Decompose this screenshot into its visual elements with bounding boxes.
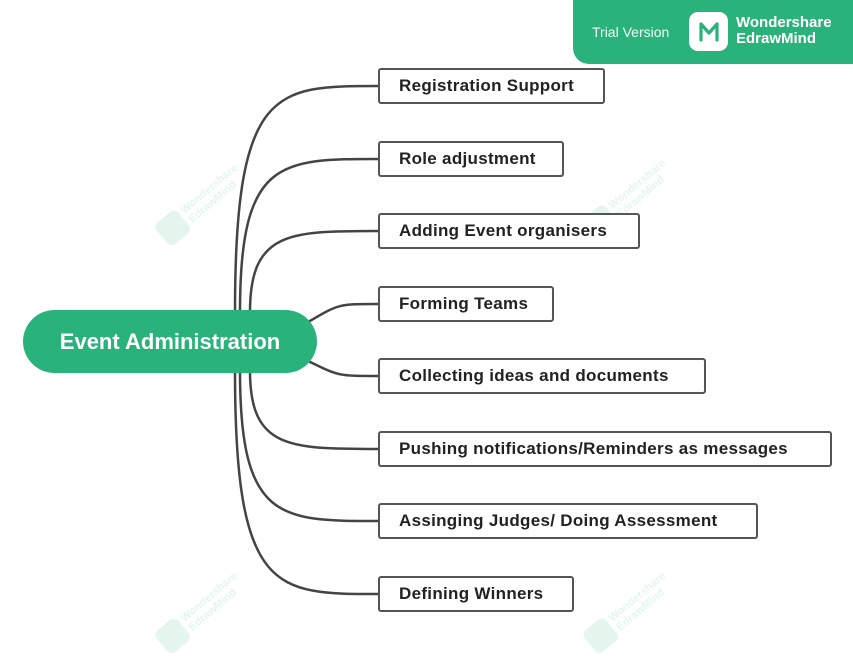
topic-pushing-notifications[interactable]: Pushing notifications/Reminders as messa…: [378, 431, 832, 467]
connector-line: [248, 370, 379, 451]
connector-line: [248, 229, 379, 313]
connector-line: [238, 157, 379, 313]
root-topic[interactable]: Event Administration: [23, 310, 317, 373]
topic-defining-winners[interactable]: Defining Winners: [378, 576, 574, 612]
topic-assigning-judges[interactable]: Assinging Judges/ Doing Assessment: [378, 503, 758, 539]
trial-version-label: Trial Version: [592, 24, 670, 40]
brand-name: Wondershare EdrawMind: [736, 15, 832, 47]
connector-line: [238, 370, 379, 523]
topic-role-adjustment[interactable]: Role adjustment: [378, 141, 564, 177]
topic-collecting-ideas[interactable]: Collecting ideas and documents: [378, 358, 706, 394]
connector-line: [233, 370, 379, 596]
connector-line: [308, 360, 379, 378]
topic-adding-event-organisers[interactable]: Adding Event organisers: [378, 213, 640, 249]
mindmap-connectors: [233, 84, 379, 596]
connector-line: [233, 84, 379, 313]
connector-line: [308, 302, 379, 323]
brand-line1: Wondershare: [736, 14, 832, 31]
edrawmind-logo-icon: [689, 12, 728, 51]
brand-line2: EdrawMind: [736, 30, 817, 47]
topic-forming-teams[interactable]: Forming Teams: [378, 286, 554, 322]
topic-registration-support[interactable]: Registration Support: [378, 68, 605, 104]
trial-banner[interactable]: Trial Version Wondershare EdrawMind: [573, 0, 853, 64]
